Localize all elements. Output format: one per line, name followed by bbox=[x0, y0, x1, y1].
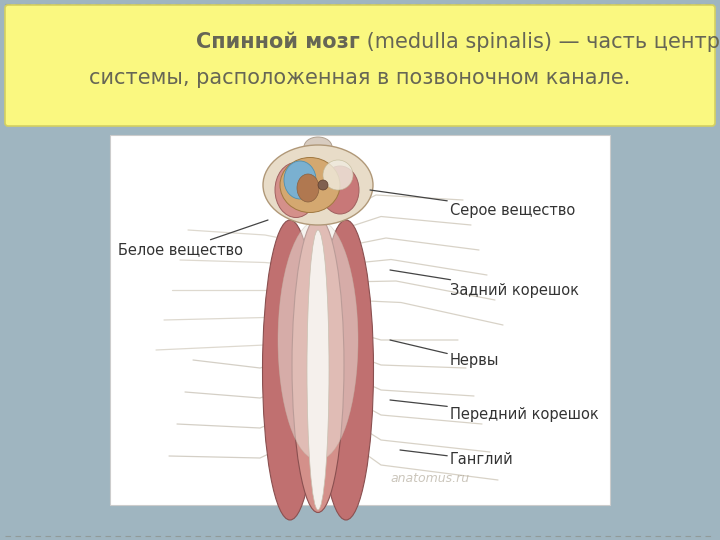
Text: Спинной мозг: Спинной мозг bbox=[197, 32, 360, 52]
Ellipse shape bbox=[284, 161, 316, 199]
Text: Передний корешок: Передний корешок bbox=[390, 400, 599, 422]
Ellipse shape bbox=[323, 160, 353, 190]
Ellipse shape bbox=[321, 166, 359, 214]
Ellipse shape bbox=[307, 230, 329, 510]
Ellipse shape bbox=[278, 220, 358, 460]
Text: Задний корешок: Задний корешок bbox=[390, 270, 579, 298]
Ellipse shape bbox=[280, 158, 340, 213]
Text: (medulla spinalis) — часть центральной нервной: (medulla spinalis) — часть центральной н… bbox=[360, 32, 720, 52]
Ellipse shape bbox=[263, 220, 318, 520]
Ellipse shape bbox=[292, 218, 344, 512]
FancyBboxPatch shape bbox=[110, 135, 610, 505]
Text: Ганглий: Ганглий bbox=[400, 450, 514, 468]
Ellipse shape bbox=[275, 163, 317, 218]
FancyBboxPatch shape bbox=[5, 5, 715, 126]
Text: Серое вещество: Серое вещество bbox=[370, 190, 575, 218]
Ellipse shape bbox=[297, 174, 319, 202]
Text: anatomus.ru: anatomus.ru bbox=[390, 471, 469, 484]
Ellipse shape bbox=[318, 220, 374, 520]
Ellipse shape bbox=[263, 145, 373, 225]
Ellipse shape bbox=[304, 137, 332, 157]
Text: Белое вещество: Белое вещество bbox=[118, 220, 268, 258]
Ellipse shape bbox=[318, 180, 328, 190]
Text: Нервы: Нервы bbox=[390, 340, 500, 368]
Text: системы, расположенная в позвоночном канале.: системы, расположенная в позвоночном кан… bbox=[89, 68, 631, 88]
